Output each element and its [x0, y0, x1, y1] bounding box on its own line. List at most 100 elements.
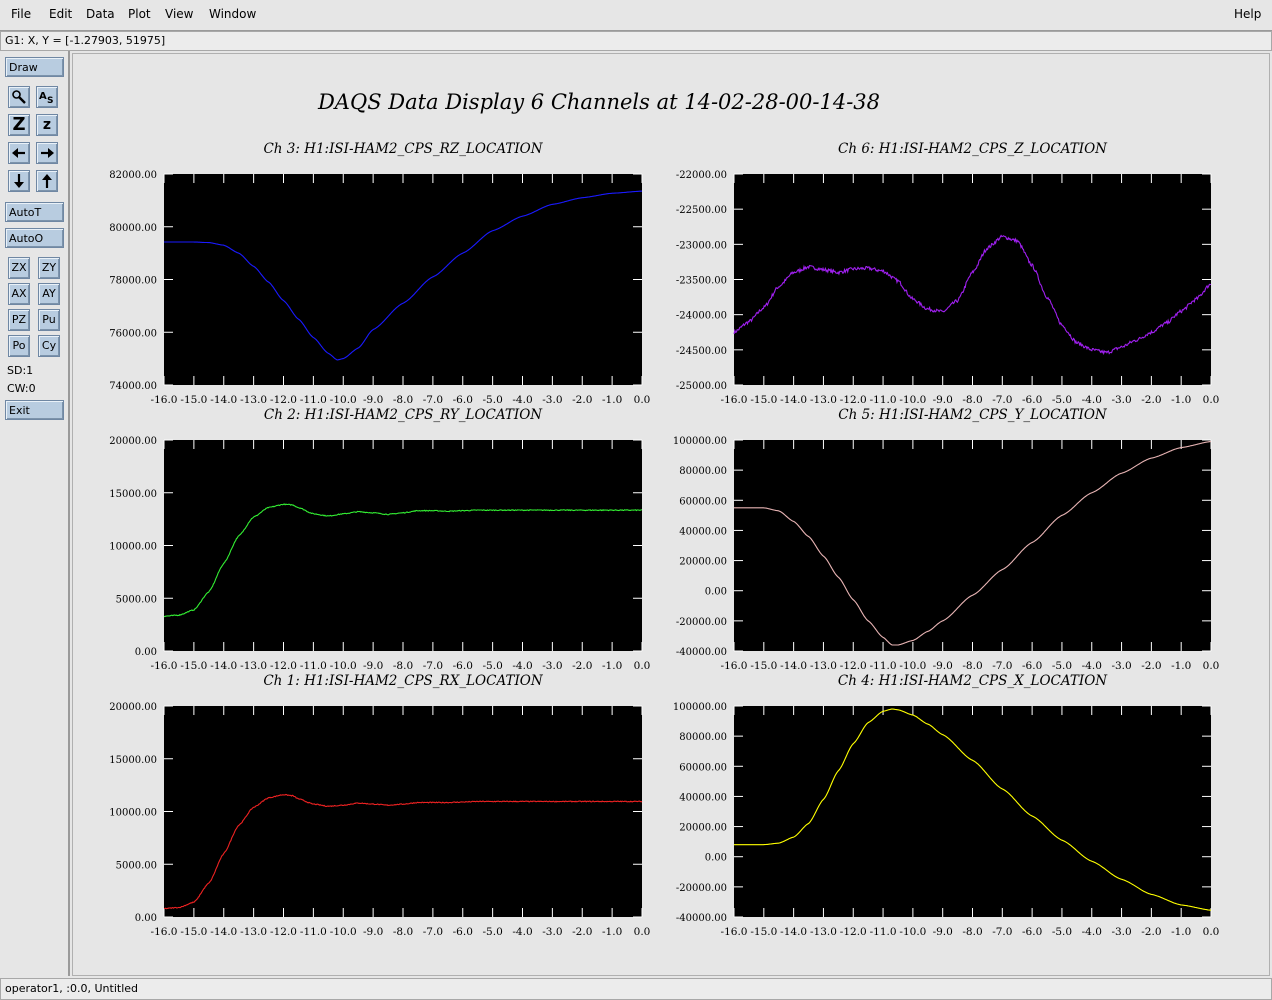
- x-tick-label: -3.0: [1111, 394, 1131, 406]
- x-tick-label: -9.0: [933, 926, 953, 938]
- chart-panel-3: Ch 2: H1:ISI-HAM2_CPS_RY_LOCATION -16.0 -1…: [109, 407, 650, 672]
- status-text: operator1, :0.0, Untitled: [5, 982, 139, 995]
- x-tick-label: -16.0: [151, 660, 178, 672]
- x-tick-label: -6.0: [453, 660, 473, 672]
- x-tick-label: -12.0: [840, 660, 867, 672]
- cy-button[interactable]: Cy: [38, 335, 60, 357]
- x-tick-label: -14.0: [210, 926, 237, 938]
- x-tick-label: 0.0: [634, 926, 651, 938]
- y-tick-label: 74000.00: [109, 381, 157, 392]
- y-tick-label: 0.00: [135, 913, 157, 924]
- menu-plot[interactable]: Plot: [128, 7, 151, 21]
- chart-panel-5: Ch 1: H1:ISI-HAM2_CPS_RX_LOCATION-16.0 -1…: [109, 673, 650, 938]
- y-tick-label: 76000.00: [109, 328, 157, 339]
- ay-button[interactable]: AY: [38, 283, 60, 305]
- chart-title: Ch 5: H1:ISI-HAM2_CPS_Y_LOCATION: [838, 407, 1108, 423]
- x-tick-label: -14.0: [210, 394, 237, 406]
- zx-button[interactable]: ZX: [8, 257, 30, 279]
- draw-button[interactable]: Draw: [5, 57, 64, 77]
- menu-help[interactable]: Help: [1234, 7, 1262, 21]
- x-tick-label: -5.0: [1052, 394, 1072, 406]
- x-tick-label: -7.0: [992, 926, 1012, 938]
- y-tick-label: 20000.00: [109, 436, 157, 447]
- x-tick-label: 0.0: [634, 394, 651, 406]
- x-tick-label: 0.0: [1203, 394, 1220, 406]
- series-line: [734, 440, 1212, 646]
- chart-title: Ch 2: H1:ISI-HAM2_CPS_RY_LOCATION: [264, 407, 543, 423]
- zoom-small-button[interactable]: z: [36, 114, 58, 136]
- x-tick-label: -8.0: [393, 660, 413, 672]
- y-tick-label: 0.00: [705, 587, 727, 598]
- menu-window[interactable]: Window: [209, 7, 257, 21]
- chart-plot-background: [164, 706, 642, 917]
- zoom-tool-button[interactable]: [8, 86, 30, 108]
- y-tick-label: 5000.00: [116, 860, 157, 871]
- y-tick-label: -22500.00: [676, 205, 727, 216]
- pan-right-button[interactable]: [36, 142, 58, 164]
- auto-t-button[interactable]: AutoT: [5, 202, 64, 222]
- menu-edit[interactable]: Edit: [49, 7, 73, 21]
- exit-button[interactable]: Exit: [5, 400, 64, 420]
- chart-plot-background: [734, 706, 1211, 917]
- zoom-full-button[interactable]: Z: [8, 114, 30, 136]
- x-tick-label: -4.0: [512, 394, 532, 406]
- auto-o-button[interactable]: AutoO: [5, 228, 64, 248]
- x-tick-label: -5.0: [483, 660, 503, 672]
- x-tick-label: -4.0: [1082, 926, 1102, 938]
- x-tick-label: -10.0: [330, 394, 357, 406]
- po-button[interactable]: Po: [8, 335, 30, 357]
- x-tick-label: -16.0: [721, 660, 748, 672]
- x-tick-label: -2.0: [1141, 660, 1161, 672]
- x-tick-label: -3.0: [542, 394, 562, 406]
- x-tick-label: -2.0: [1141, 926, 1161, 938]
- x-tick-label: -3.0: [542, 660, 562, 672]
- pz-button[interactable]: PZ: [8, 309, 30, 331]
- menu-view[interactable]: View: [165, 7, 194, 21]
- menu-data[interactable]: Data: [86, 7, 115, 21]
- ax-button[interactable]: AX: [8, 283, 30, 305]
- x-tick-label: -13.0: [240, 394, 267, 406]
- x-tick-label: -12.0: [270, 660, 297, 672]
- x-tick-label: -11.0: [300, 660, 327, 672]
- series-line: [164, 190, 643, 361]
- menu-file[interactable]: File: [11, 7, 32, 21]
- x-tick-label: -2.0: [572, 394, 592, 406]
- x-tick-label: -16.0: [151, 926, 178, 938]
- x-tick-label: -2.0: [1141, 394, 1161, 406]
- chart-panel-4: Ch 5: H1:ISI-HAM2_CPS_Y_LOCATION -16.0 -15…: [673, 407, 1219, 672]
- x-tick-label: -15.0: [180, 926, 207, 938]
- plot-area[interactable]: DAQS Data Display 6 Channels at 14-02-28…: [72, 53, 1270, 976]
- x-tick-label: -15.0: [750, 926, 777, 938]
- x-tick-label: -13.0: [240, 926, 267, 938]
- y-tick-label: -23500.00: [676, 276, 727, 287]
- x-tick-label: -9.0: [363, 394, 383, 406]
- y-tick-label: 40000.00: [679, 792, 727, 803]
- series-line: [163, 793, 643, 910]
- chart-plot-background: [164, 174, 642, 385]
- y-tick-label: 78000.00: [109, 276, 157, 287]
- x-tick-label: 0.0: [1203, 926, 1220, 938]
- y-tick-label: -20000.00: [676, 617, 727, 628]
- x-tick-label: -2.0: [572, 926, 592, 938]
- x-tick-label: -9.0: [933, 394, 953, 406]
- x-tick-label: -6.0: [453, 394, 473, 406]
- y-tick-label: 80000.00: [679, 732, 727, 743]
- pan-down-button[interactable]: [8, 170, 30, 192]
- pu-button[interactable]: Pu: [38, 309, 60, 331]
- x-tick-label: -1.0: [1171, 394, 1191, 406]
- coordinate-readout: G1: X, Y = [-1.27903, 51975]: [5, 34, 166, 47]
- zy-button[interactable]: ZY: [38, 257, 60, 279]
- x-tick-label: -13.0: [810, 660, 837, 672]
- text-label-icon: A S: [39, 91, 53, 105]
- chart-title: Ch 6: H1:ISI-HAM2_CPS_Z_LOCATION: [838, 141, 1108, 157]
- x-tick-label: -6.0: [453, 926, 473, 938]
- x-tick-label: -9.0: [363, 926, 383, 938]
- label-tool-button[interactable]: A S: [36, 86, 58, 108]
- pan-up-button[interactable]: [36, 170, 58, 192]
- x-tick-label: -16.0: [721, 394, 748, 406]
- tool-panel: Draw A S Z z: [0, 51, 70, 976]
- pan-left-button[interactable]: [8, 142, 30, 164]
- plot-main-title: DAQS Data Display 6 Channels at 14-02-28…: [317, 90, 880, 114]
- x-tick-label: -10.0: [330, 660, 357, 672]
- x-tick-label: -16.0: [721, 926, 748, 938]
